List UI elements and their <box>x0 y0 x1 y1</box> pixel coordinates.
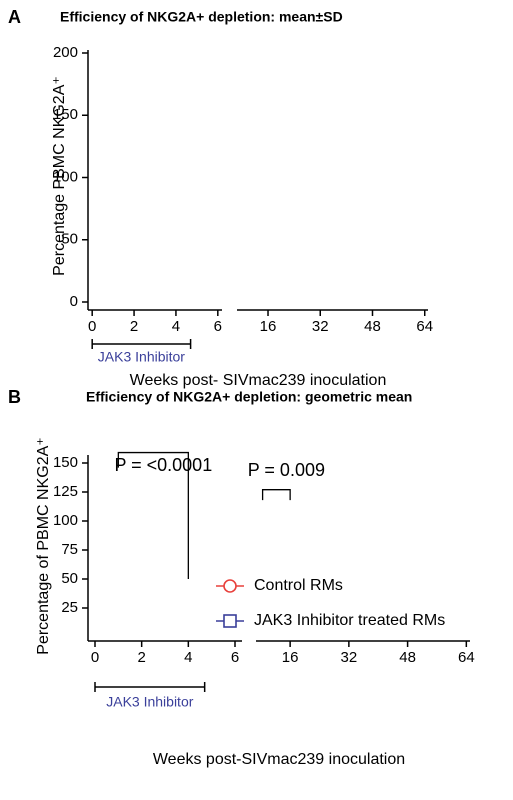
y-axis-label: Percentage PBMC NKG2A⁺ <box>51 76 68 276</box>
x-tick-label: 48 <box>364 318 381 335</box>
p-value: P = 0.009 <box>248 460 325 480</box>
x-axis-label: Weeks post- SIVmac239 inoculation <box>130 372 387 389</box>
inhibitor-label: JAK3 Inhibitor <box>106 694 193 710</box>
x-tick-label: 6 <box>214 318 222 335</box>
x-tick-label: 32 <box>312 318 329 335</box>
x-tick-label: 16 <box>260 318 277 335</box>
x-tick-label: 2 <box>130 318 138 335</box>
legend-marker <box>223 614 237 628</box>
y-tick-label: 50 <box>61 231 78 248</box>
y-tick-label: 75 <box>61 541 78 558</box>
y-tick-label: 100 <box>53 168 78 185</box>
significance-bracket <box>261 489 291 501</box>
y-tick-label: 50 <box>61 570 78 587</box>
x-tick-label: 64 <box>416 318 433 335</box>
x-tick-label: 4 <box>172 318 180 335</box>
y-tick-label: 25 <box>61 599 78 616</box>
legend-label: Control RMs <box>254 577 343 594</box>
significance-bracket <box>117 451 189 579</box>
chart-title: Efficiency of NKG2A+ depletion: mean±SD <box>60 9 343 25</box>
panel-label: A <box>8 7 21 27</box>
x-tick-label: 48 <box>399 649 416 666</box>
y-axis-label: Percentage of PBMC NKG2A⁺ <box>35 437 52 654</box>
chart-title: Efficiency of NKG2A+ depletion: geometri… <box>86 389 412 405</box>
y-tick-label: 100 <box>53 512 78 529</box>
legend-marker <box>223 579 237 593</box>
x-tick-label: 32 <box>341 649 358 666</box>
inhibitor-label: JAK3 Inhibitor <box>98 349 185 365</box>
x-tick-label: 4 <box>184 649 192 666</box>
x-axis-label: Weeks post-SIVmac239 inoculation <box>153 751 405 768</box>
y-tick-label: 125 <box>53 483 78 500</box>
y-tick-label: 150 <box>53 454 78 471</box>
x-tick-label: 64 <box>458 649 475 666</box>
x-tick-label: 2 <box>137 649 145 666</box>
y-tick-label: 150 <box>53 106 78 123</box>
p-value: P = <0.0001 <box>114 455 212 475</box>
x-tick-label: 16 <box>282 649 299 666</box>
y-tick-label: 200 <box>53 44 78 61</box>
x-tick-label: 0 <box>88 318 96 335</box>
x-tick-label: 6 <box>231 649 239 666</box>
x-tick-label: 0 <box>91 649 99 666</box>
panel-label: B <box>8 387 21 407</box>
legend-label: JAK3 Inhibitor treated RMs <box>254 612 445 629</box>
y-tick-label: 0 <box>70 293 78 310</box>
